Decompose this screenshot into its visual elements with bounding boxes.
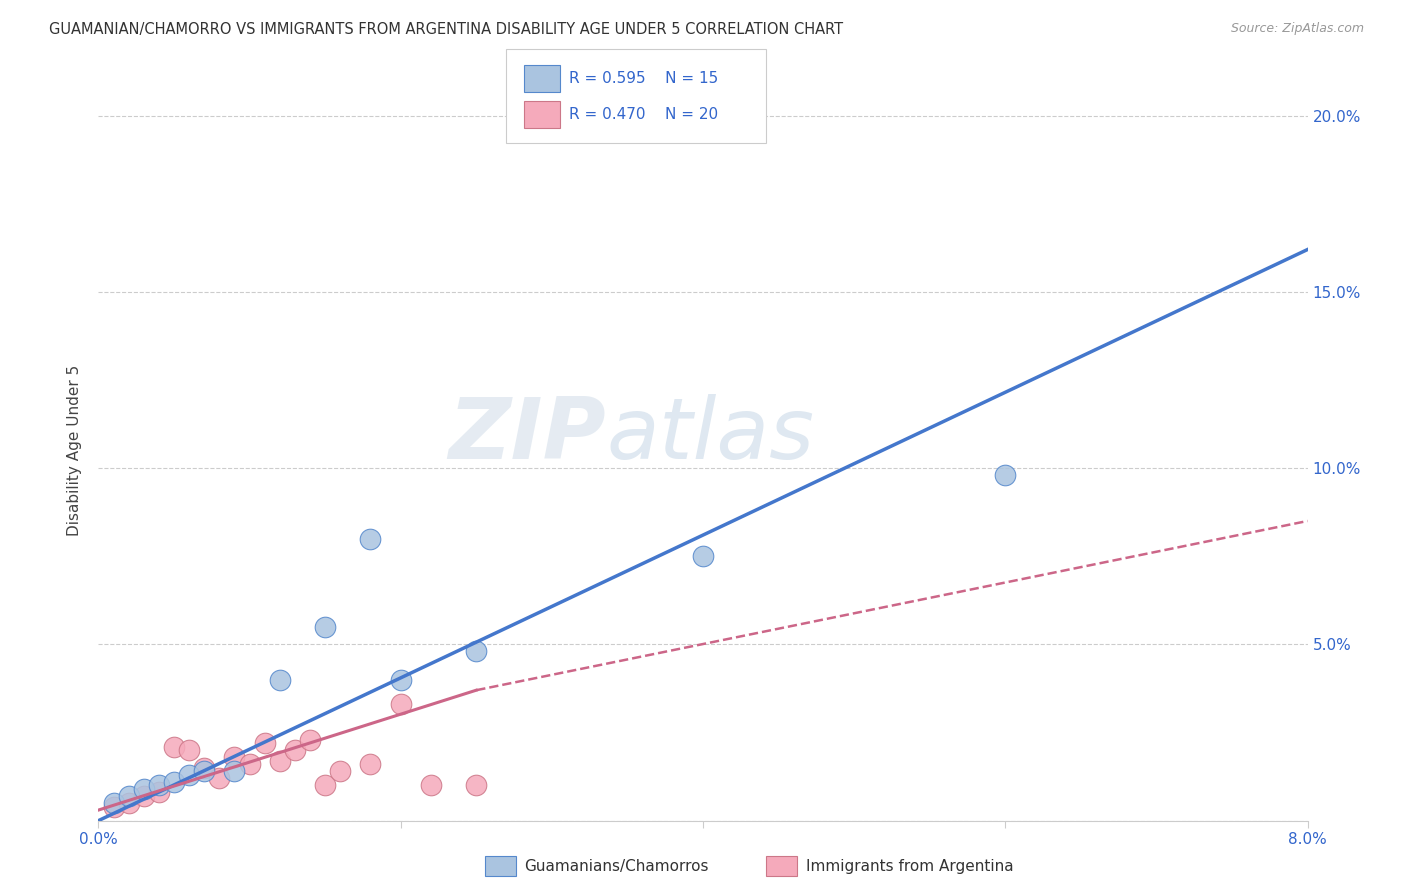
Point <box>179 768 201 782</box>
Point <box>239 757 262 772</box>
Text: Guamanians/Chamorros: Guamanians/Chamorros <box>524 859 709 873</box>
Point <box>389 698 412 712</box>
Text: Immigrants from Argentina: Immigrants from Argentina <box>806 859 1014 873</box>
Point <box>314 778 336 792</box>
Text: Source: ZipAtlas.com: Source: ZipAtlas.com <box>1230 22 1364 36</box>
Point <box>299 732 322 747</box>
Point <box>103 796 125 810</box>
Point <box>465 778 488 792</box>
Point <box>465 644 488 658</box>
Point <box>360 757 382 772</box>
Point <box>118 789 141 803</box>
Point <box>193 761 215 775</box>
Point <box>148 778 170 792</box>
Point <box>314 620 336 634</box>
Point <box>253 736 276 750</box>
Text: R = 0.595    N = 15: R = 0.595 N = 15 <box>569 71 718 86</box>
Point <box>329 764 352 779</box>
Point <box>994 468 1017 483</box>
Point <box>148 785 170 799</box>
Point <box>132 781 155 796</box>
Point <box>118 796 141 810</box>
Point <box>284 743 307 757</box>
Text: ZIP: ZIP <box>449 394 606 477</box>
Point <box>132 789 155 803</box>
Point <box>269 754 291 768</box>
Point <box>224 764 246 779</box>
Point <box>193 764 215 779</box>
Point <box>692 549 714 564</box>
Text: GUAMANIAN/CHAMORRO VS IMMIGRANTS FROM ARGENTINA DISABILITY AGE UNDER 5 CORRELATI: GUAMANIAN/CHAMORRO VS IMMIGRANTS FROM AR… <box>49 22 844 37</box>
Point <box>163 739 186 754</box>
Point <box>224 750 246 764</box>
Point <box>269 673 291 687</box>
Point <box>389 673 412 687</box>
Point <box>103 799 125 814</box>
Text: atlas: atlas <box>606 394 814 477</box>
Point <box>360 532 382 546</box>
Point <box>179 743 201 757</box>
Y-axis label: Disability Age Under 5: Disability Age Under 5 <box>67 365 83 536</box>
Point <box>208 772 231 786</box>
Text: R = 0.470    N = 20: R = 0.470 N = 20 <box>569 107 718 121</box>
Point <box>420 778 443 792</box>
Point <box>163 775 186 789</box>
